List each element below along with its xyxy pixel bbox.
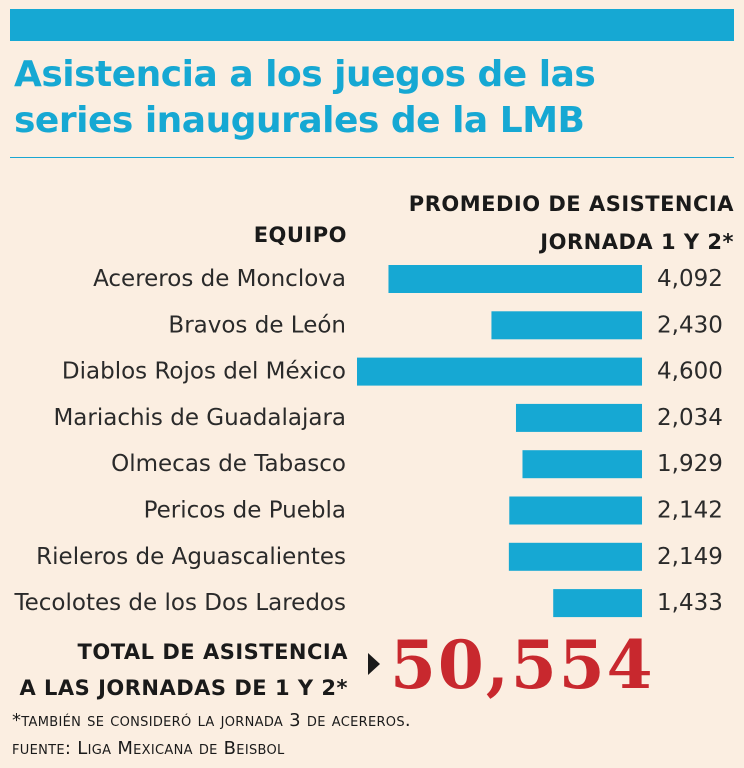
bar <box>508 542 642 571</box>
bar <box>357 357 642 386</box>
category-label: Bravos de León <box>168 312 346 338</box>
category-label: Acereros de Monclova <box>93 266 346 292</box>
header-bar <box>10 9 734 41</box>
category-label: Pericos de Puebla <box>144 498 346 524</box>
title-line-1: Asistencia a los juegos de las <box>14 54 596 95</box>
team-column-header: EQUIPO <box>253 223 347 247</box>
bar <box>491 311 642 340</box>
title-line-2: series inaugurales de la LMB <box>14 100 585 141</box>
source-note: fuente: Liga Mexicana de Beisbol <box>12 738 285 759</box>
total-arrow-icon <box>368 653 380 675</box>
value-label: 1,929 <box>657 451 723 477</box>
bar <box>553 589 642 618</box>
bar <box>522 450 642 479</box>
category-label: Rieleros de Aguascalientes <box>36 544 346 570</box>
value-label: 2,034 <box>657 405 723 431</box>
category-label: Mariachis de Guadalajara <box>53 405 346 431</box>
value-label: 2,430 <box>657 312 723 338</box>
value-label: 2,142 <box>657 498 723 524</box>
average-header-line-2: JORNADA 1 Y 2* <box>540 230 734 254</box>
total-label-line-2: A LAS JORNADAS DE 1 Y 2* <box>19 676 348 700</box>
title-divider <box>10 157 734 158</box>
bar <box>388 265 642 293</box>
value-label: 4,092 <box>657 266 723 292</box>
value-label: 2,149 <box>657 544 723 570</box>
average-column-header: PROMEDIO DE ASISTENCIA JORNADA 1 Y 2* <box>409 185 734 261</box>
value-label: 4,600 <box>657 359 723 385</box>
total-label-line-1: TOTAL DE ASISTENCIA <box>77 640 348 664</box>
category-label: Diablos Rojos del México <box>62 359 346 385</box>
category-label: Tecolotes de los Dos Laredos <box>14 590 347 616</box>
chart-title: Asistencia a los juegos de las series in… <box>14 52 734 144</box>
category-label: Olmecas de Tabasco <box>111 451 346 477</box>
attendance-bar-chart: Acereros de Monclova 4,092 Bravos de León 2… <box>14 265 723 618</box>
bar <box>509 496 642 525</box>
total-value: 50,554 <box>390 626 655 704</box>
footnote: *también se consideró la jornada 3 de ac… <box>12 710 411 731</box>
average-header-line-1: PROMEDIO DE ASISTENCIA <box>408 192 734 216</box>
total-label: TOTAL DE ASISTENCIA A LAS JORNADAS DE 1 … <box>0 634 348 706</box>
value-label: 1,433 <box>657 590 723 616</box>
bar <box>515 403 642 432</box>
